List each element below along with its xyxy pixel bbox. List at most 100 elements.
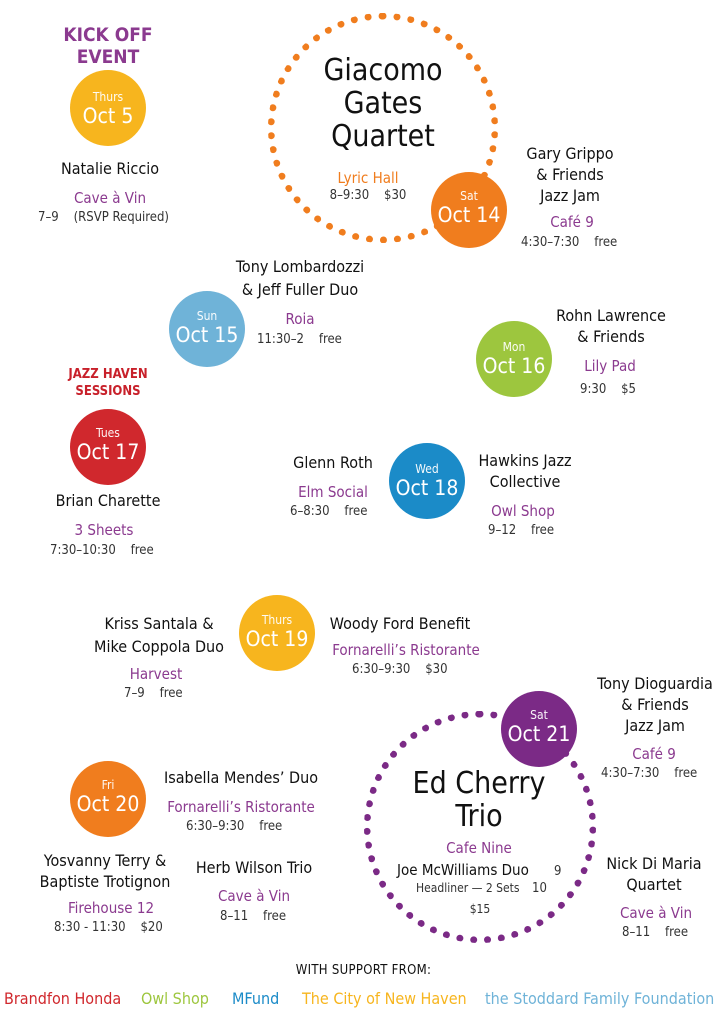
date-circle-oct18: Wed Oct 18 — [389, 443, 465, 519]
cherry-sub2-name: Headliner — 2 Sets — [416, 881, 520, 895]
cherry-line1: Ed Cherry — [412, 766, 546, 801]
jazz-haven-line2: SESSIONS — [75, 384, 141, 399]
venue-mendes: Fornarelli’s Ristorante — [167, 798, 315, 816]
time-lombardozzi: 11:30–2 free — [257, 332, 342, 347]
time-hawkins: 9–12 free — [488, 523, 555, 538]
event-lombardozzi: Tony Lombardozzi & Jeff Fuller Duo — [220, 256, 380, 300]
venue-roth: Elm Social — [298, 483, 368, 501]
terry-line1: Yosvanny Terry & — [43, 851, 167, 870]
venue-santala: Harvest — [129, 665, 183, 683]
gates-line3: Quartet — [331, 119, 435, 154]
date-circle-oct20: Fri Oct 20 — [70, 761, 146, 837]
sponsor-mfund: MFund — [232, 989, 280, 1008]
gates-line2: Gates — [343, 86, 423, 121]
sponsor-brandfon-honda: Brandfon Honda — [4, 989, 122, 1008]
event-grippo: Gary Grippo & Friends Jazz Jam — [510, 143, 630, 206]
time-roth: 6–8:30 free — [290, 504, 368, 519]
venue-lombardozzi: Roia — [285, 310, 315, 328]
cherry-dotted-ring — [364, 711, 596, 943]
event-santala: Kriss Santala & Mike Coppola Duo — [84, 613, 234, 657]
grippo-line2: & Friends — [536, 165, 604, 184]
hawkins-line2: Collective — [489, 472, 561, 491]
time-ford: 6:30–9:30 $30 — [352, 662, 448, 677]
time-mendes: 6:30–9:30 free — [186, 819, 283, 834]
date-day: Oct 15 — [175, 323, 239, 347]
time-dioguardia: 4:30–7:30 free — [601, 766, 698, 781]
event-natalie: Natalie Riccio — [30, 158, 190, 179]
date-dow: Mon — [502, 340, 526, 354]
date-circle-oct16: Mon Oct 16 — [476, 321, 552, 397]
gates-dotted-ring — [268, 13, 498, 243]
support-heading: WITH SUPPORT FROM: — [295, 963, 432, 978]
kickoff-label: KICK OFF EVENT — [50, 24, 166, 68]
dimaria-line1: Nick Di Maria — [606, 854, 702, 873]
date-dow: Sat — [460, 189, 478, 203]
jazz-haven-label: JAZZ HAVEN SESSIONS — [50, 366, 166, 400]
dimaria-line2: Quartet — [626, 875, 682, 894]
time-natalie: 7–9 (RSVP Required) — [38, 210, 169, 225]
time-santala: 7–9 free — [124, 686, 183, 701]
terry-line2: Baptiste Trotignon — [39, 872, 171, 891]
date-dow: Wed — [415, 462, 439, 476]
date-dow: Tues — [96, 426, 120, 440]
event-roth: Glenn Roth — [293, 453, 373, 472]
event-dioguardia: Tony Dioguardia & Friends Jazz Jam — [596, 673, 714, 736]
dioguardia-line2: & Friends — [621, 695, 689, 714]
event-wilson: Herb Wilson Trio — [195, 858, 313, 877]
event-mendes: Isabella Mendes’ Duo — [163, 768, 318, 787]
venue-lawrence: Lily Pad — [584, 357, 636, 375]
event-lawrence: Rohn Lawrence & Friends — [548, 305, 674, 347]
performer-name: Natalie Riccio — [60, 159, 160, 178]
venue-hawkins: Owl Shop — [491, 502, 555, 520]
cherry-sub2: Headliner — 2 Sets 10 — [416, 880, 566, 897]
date-circle-oct5: Thurs Oct 5 — [70, 70, 146, 146]
venue-dioguardia: Café 9 — [632, 745, 676, 763]
event-ford: Woody Ford Benefit — [329, 614, 471, 633]
event-hawkins: Hawkins Jazz Collective — [466, 450, 584, 492]
kickoff-line1: KICK OFF — [63, 24, 153, 46]
dioguardia-line3: Jazz Jam — [625, 716, 685, 735]
gates-price: $30 — [384, 188, 407, 203]
gates-time: 8–9:30 — [329, 188, 370, 203]
santala-line1: Kriss Santala & — [104, 614, 214, 633]
date-day: Oct 14 — [437, 203, 501, 227]
venue-ford: Fornarelli’s Ristorante — [332, 641, 480, 659]
gates-line1: Giacomo — [323, 53, 443, 88]
venue-terry: Firehouse 12 — [67, 899, 155, 917]
event-terry: Yosvanny Terry & Baptiste Trotignon — [30, 850, 180, 892]
date-dow: Sat — [530, 708, 548, 722]
date-circle-oct14: Sat Oct 14 — [431, 172, 507, 248]
grippo-line3: Jazz Jam — [540, 186, 600, 205]
gates-venue: Lyric Hall — [337, 169, 399, 187]
venue-wilson: Cave à Vin — [217, 887, 291, 905]
date-day: Oct 20 — [76, 792, 140, 816]
time-charette: 7:30–10:30 free — [50, 543, 154, 558]
date-day: Oct 17 — [76, 440, 140, 464]
headline-gates-title: Giacomo Gates Quartet — [290, 54, 476, 153]
date-day: Oct 16 — [482, 354, 546, 378]
lombardozzi-line2: & Jeff Fuller Duo — [241, 280, 359, 299]
time-wilson: 8–11 free — [220, 909, 287, 924]
cherry-sub1: Joe McWilliams Duo 9 — [397, 860, 567, 880]
cherry-sub1-time: 9 — [554, 864, 562, 879]
date-dow: Thurs — [92, 90, 124, 104]
headline-cherry-title: Ed Cherry Trio — [386, 767, 572, 833]
lombardozzi-line1: Tony Lombardozzi — [235, 257, 365, 276]
hawkins-line1: Hawkins Jazz — [478, 451, 572, 470]
time-dimaria: 8–11 free — [622, 925, 689, 940]
time-terry: 8:30 - 11:30 $20 — [54, 920, 163, 935]
date-day: Oct 21 — [507, 722, 571, 746]
dioguardia-line1: Tony Dioguardia — [597, 674, 713, 693]
cherry-line2: Trio — [455, 799, 503, 834]
grippo-line1: Gary Grippo — [526, 144, 614, 163]
sponsor-city-of-new-haven: The City of New Haven — [302, 989, 467, 1008]
cherry-sub2-time: 10 — [532, 881, 547, 896]
date-day: Oct 19 — [245, 627, 309, 651]
date-day: Oct 5 — [82, 104, 134, 128]
kickoff-line2: EVENT — [76, 46, 140, 68]
lawrence-line1: Rohn Lawrence — [556, 306, 666, 325]
date-circle-oct21: Sat Oct 21 — [501, 691, 577, 767]
date-circle-oct15: Sun Oct 15 — [169, 291, 245, 367]
date-day: Oct 18 — [395, 476, 459, 500]
sponsor-owl-shop: Owl Shop — [141, 989, 209, 1008]
